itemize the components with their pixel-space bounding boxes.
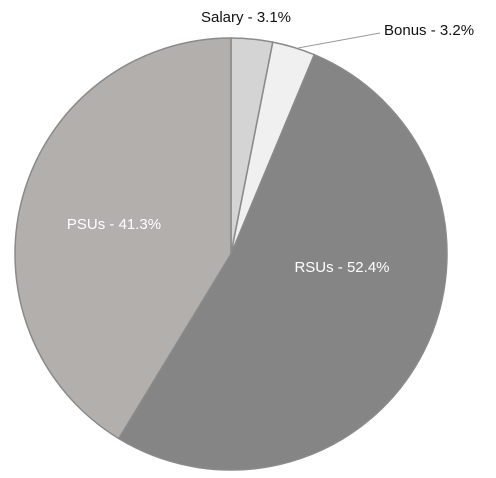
data-label: PSUs - 41.3% — [67, 216, 161, 233]
data-label: Salary - 3.1% — [201, 9, 291, 26]
pie-slice — [14, 37, 232, 440]
leader-line — [297, 32, 381, 49]
pie-slice — [117, 53, 448, 471]
data-label: Bonus - 3.2% — [384, 22, 474, 39]
data-label: RSUs - 52.4% — [294, 259, 389, 276]
